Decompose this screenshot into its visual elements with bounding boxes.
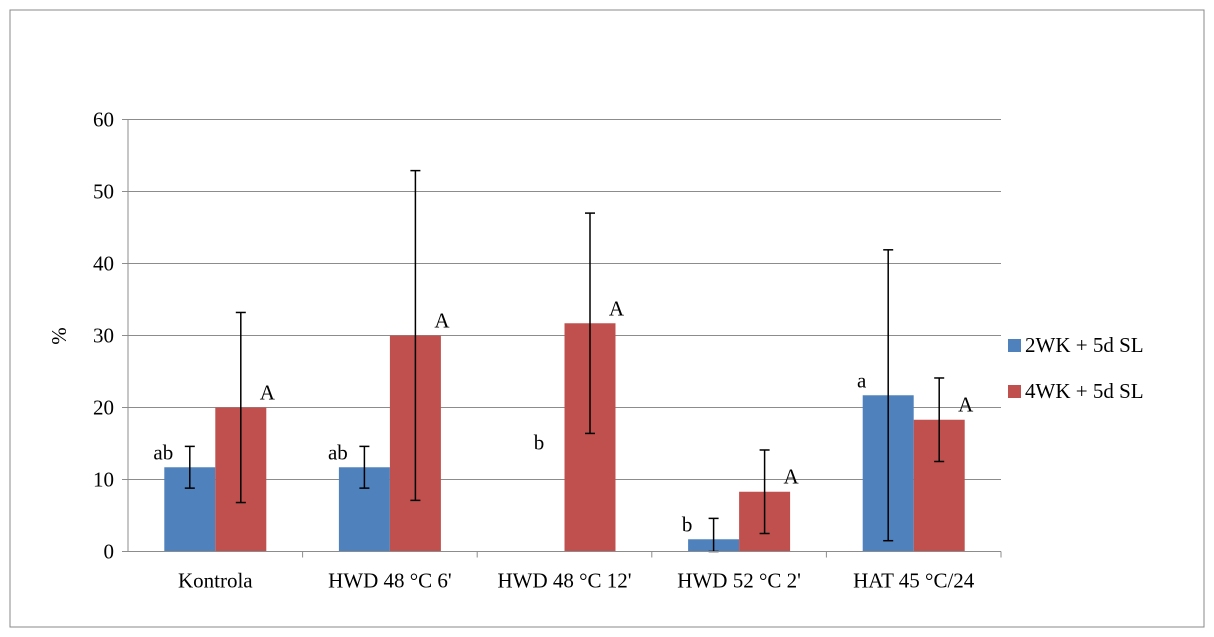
x-category-label: HAT 45 °C/24	[853, 569, 975, 593]
x-category-label: HWD 48 °C 6'	[328, 569, 452, 593]
significance-letter: b	[682, 512, 693, 536]
x-category-label: HWD 52 °C 2'	[677, 569, 801, 593]
error-bars	[184, 169, 945, 553]
significance-letter: ab	[328, 440, 348, 464]
y-tick-label: 10	[93, 468, 114, 492]
x-category-label: Kontrola	[178, 569, 253, 593]
significance-letter: A	[784, 465, 800, 489]
y-tick-label: 60	[93, 108, 114, 132]
legend: 2WK + 5d SL 4WK + 5d SL	[1008, 333, 1144, 403]
significance-letter: A	[260, 381, 276, 405]
significance-letter: a	[857, 368, 867, 392]
significance-letter: A	[609, 296, 625, 320]
significance-letter: b	[534, 431, 545, 455]
y-axis-label: %	[47, 327, 71, 345]
legend-label: 2WK + 5d SL	[1025, 333, 1144, 357]
significance-letter: A	[434, 309, 450, 333]
significance-letters: ab Aab Ab Ab Aa A	[153, 296, 974, 536]
x-category-label: HWD 48 °C 12'	[497, 569, 631, 593]
y-tick-label: 20	[93, 396, 114, 420]
significance-letter: A	[958, 393, 974, 417]
axes: 0 10 20 30 40 50 60 Kontrola HWD 48 °C 6' HWD 48 …	[93, 108, 1002, 593]
significance-letter: ab	[153, 440, 173, 464]
y-tick-label: 0	[104, 540, 115, 564]
y-tick-label: 30	[93, 324, 114, 348]
gridlines	[128, 119, 1001, 480]
y-tick-label: 50	[93, 180, 114, 204]
y-tick-label: 40	[93, 252, 114, 276]
legend-label: 4WK + 5d SL	[1025, 379, 1144, 403]
legend-swatch	[1008, 385, 1021, 398]
legend-swatch	[1008, 339, 1021, 352]
